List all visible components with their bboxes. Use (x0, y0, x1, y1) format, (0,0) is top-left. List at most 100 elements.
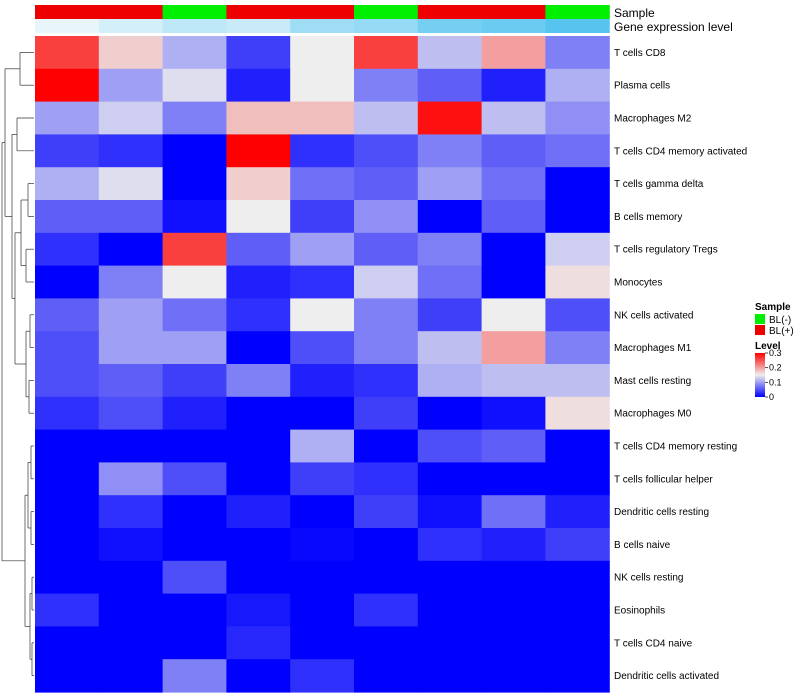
heatmap-cell (417, 495, 483, 529)
heatmap-cell (35, 495, 100, 529)
heatmap-cell (98, 298, 164, 332)
heatmap-cell (545, 167, 610, 201)
gene-expression-annotation-label: Gene expression level (614, 20, 733, 34)
heatmap-cell (226, 528, 291, 562)
heatmap-cell (162, 298, 227, 332)
row-label: T cells CD4 memory activated (614, 146, 747, 157)
heatmap-cell (35, 134, 100, 168)
heatmap-cell (35, 560, 100, 595)
gene-expression-annotation-cell (226, 19, 291, 33)
level-tick-label: 0 (769, 392, 774, 402)
heatmap-cell (162, 134, 227, 168)
heatmap-cell (545, 68, 610, 103)
heatmap-cell (354, 429, 419, 463)
heatmap-cell (417, 593, 483, 627)
row-label: NK cells activated (614, 310, 693, 321)
heatmap-cell (354, 528, 419, 562)
row-label: B cells memory (614, 212, 682, 223)
gene-expression-annotation-cell (35, 19, 100, 33)
heatmap-cell (354, 495, 419, 529)
row-label: Eosinophils (614, 606, 665, 617)
row-label: Dendritic cells activated (614, 671, 719, 682)
heatmap-cell (226, 560, 291, 595)
sample-legend-title: Sample (755, 302, 791, 313)
heatmap-cell (35, 232, 100, 267)
heatmap-cell (162, 429, 227, 463)
row-label: T cells regulatory Tregs (614, 245, 718, 256)
row-label: T cells CD4 memory resting (614, 442, 737, 453)
heatmap-cell (481, 265, 546, 299)
heatmap-cell (226, 232, 291, 267)
heatmap-cell (545, 364, 610, 398)
level-ticks: 0.3 0.2 0.1 0 (765, 348, 782, 402)
heatmap-cell (354, 364, 419, 398)
row-label: T cells follicular helper (614, 474, 713, 485)
heatmap-cell (162, 101, 227, 135)
sample-annotation-cell (417, 5, 483, 19)
heatmap-cell (417, 265, 483, 299)
row-dendrogram (1, 52, 34, 676)
heatmap-cell (417, 364, 483, 398)
legend-swatch-bl-plus (755, 325, 765, 335)
heatmap-cell (35, 396, 100, 431)
heatmap-cell (290, 331, 355, 365)
heatmap-cell (35, 101, 100, 135)
heatmap-cell (545, 659, 610, 693)
heatmap-cell (545, 528, 610, 562)
heatmap-cell (354, 462, 419, 496)
heatmap-cell (98, 462, 164, 496)
heatmap-cell (98, 560, 164, 595)
heatmap-cell (481, 462, 546, 496)
sample-annotation-cell (354, 5, 419, 19)
sample-annotation-label: Sample (614, 6, 655, 20)
heatmap-cell (545, 232, 610, 267)
heatmap-cell (98, 528, 164, 562)
heatmap-cell (98, 626, 164, 660)
heatmap-cell (354, 396, 419, 431)
heatmap-cell (354, 593, 419, 627)
heatmap-cell (545, 36, 610, 70)
heatmap-cell (481, 68, 546, 103)
heatmap-cell (226, 167, 291, 201)
heatmap-cell (481, 429, 546, 463)
row-label: Macrophages M1 (614, 343, 692, 354)
heatmap-cell (98, 167, 164, 201)
row-label: Mast cells resting (614, 376, 691, 387)
heatmap-cell (162, 200, 227, 234)
legend-swatch-bl-minus (755, 314, 765, 324)
heatmap-cell (481, 626, 546, 660)
heatmap-cell (290, 528, 355, 562)
heatmap-cell (35, 593, 100, 627)
heatmap-cell (98, 36, 164, 70)
heatmap-cell (354, 659, 419, 693)
heatmap-cell (162, 331, 227, 365)
sample-annotation-cell (98, 5, 164, 19)
heatmap-cell (354, 36, 419, 70)
row-label: T cells CD8 (614, 48, 666, 59)
heatmap-cell (354, 68, 419, 103)
heatmap-cell (290, 659, 355, 693)
heatmap-cell (98, 495, 164, 529)
heatmap-cell (545, 298, 610, 332)
heatmap-cell (481, 560, 546, 595)
heatmap-cell (545, 200, 610, 234)
heatmap-cell (545, 134, 610, 168)
row-label: T cells gamma delta (614, 179, 704, 190)
heatmap-cell (162, 528, 227, 562)
heatmap-cell (545, 331, 610, 365)
heatmap-cell (162, 396, 227, 431)
heatmap-cell (481, 396, 546, 431)
heatmap-cell (417, 68, 483, 103)
heatmap-cell (290, 626, 355, 660)
row-label: Monocytes (614, 278, 662, 289)
heatmap-cell (354, 167, 419, 201)
sample-annotation-cell (226, 5, 291, 19)
heatmap-cell (290, 101, 355, 135)
heatmap-cell (417, 134, 483, 168)
heatmap-cell (354, 134, 419, 168)
heatmap-cell (98, 331, 164, 365)
heatmap-cell (226, 593, 291, 627)
heatmap-cell (35, 200, 100, 234)
heatmap-cell (98, 593, 164, 627)
heatmap-cell (226, 462, 291, 496)
